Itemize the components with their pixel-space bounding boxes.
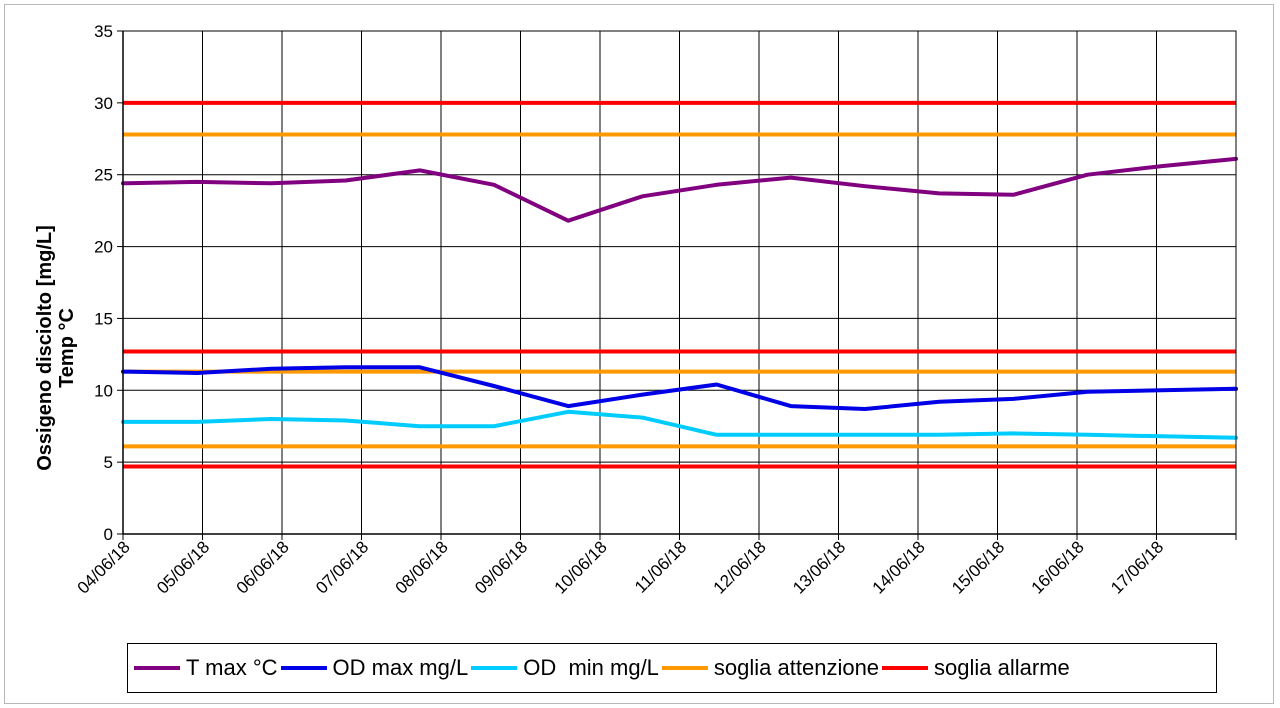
y-tick-label: 35 — [94, 22, 113, 41]
legend-label-soglia-attenzione: soglia attenzione — [713, 655, 880, 680]
x-tick-label: 11/06/18 — [631, 537, 690, 596]
x-tick-label: 07/06/18 — [312, 537, 372, 597]
legend: T max °C OD max mg/L OD min mg/L soglia … — [127, 643, 1217, 693]
legend-label-od-min: OD min mg/L — [523, 655, 659, 680]
x-tick-label: 15/06/18 — [948, 537, 1008, 597]
y-axis-label-line2: Temp °C — [56, 308, 78, 388]
legend-item-soglia-allarme: soglia allarme — [882, 655, 1070, 681]
legend-item-od-max: OD max mg/L — [280, 655, 469, 681]
y-tick-label: 25 — [94, 166, 113, 185]
y-tick-label: 10 — [94, 381, 113, 400]
threshold-lines — [123, 100, 1236, 469]
x-tick-label: 12/06/18 — [710, 537, 770, 597]
x-tick-label: 13/06/18 — [789, 537, 849, 597]
legend-label-soglia-allarme: soglia allarme — [934, 655, 1070, 680]
x-tick-labels: 04/06/18 05/06/18 06/06/18 07/06/18 08/06/18… — [74, 537, 1168, 597]
x-tick-label: 10/06/18 — [551, 537, 611, 597]
y-tick-labels: 0 5 10 15 20 25 30 35 — [94, 22, 113, 544]
axes — [117, 30, 1237, 540]
series-line-t-max-c — [121, 156, 1238, 223]
legend-label-od-max: OD max mg/L — [332, 655, 469, 680]
series-line-od-min-mg-l — [121, 409, 1238, 440]
legend-label-t-max: T max °C — [186, 655, 278, 680]
y-tick-label: 0 — [104, 525, 113, 544]
grid-lines — [123, 30, 1236, 534]
y-tick-label: 5 — [104, 453, 113, 472]
x-tick-label: 08/06/18 — [392, 537, 452, 597]
series-line-od-max-mg-l — [121, 365, 1238, 411]
legend-swatch-t-max — [134, 666, 180, 670]
series-lines — [121, 156, 1238, 440]
x-tick-label: 09/06/18 — [471, 537, 531, 597]
chart-frame — [4, 4, 1274, 704]
legend-swatch-soglia-allarme — [882, 666, 929, 670]
x-tick-label: 06/06/18 — [233, 537, 293, 597]
legend-swatch-od-max — [280, 666, 327, 670]
legend-item-od-min: OD min mg/L — [471, 655, 659, 681]
y-tick-label: 15 — [94, 309, 113, 328]
y-tick-label: 20 — [94, 238, 113, 257]
x-tick-label: 17/06/18 — [1107, 537, 1167, 597]
legend-item-t-max: T max °C — [134, 655, 278, 681]
legend-swatch-soglia-attenzione — [661, 666, 708, 670]
legend-swatch-od-min — [471, 666, 518, 670]
x-tick-label: 04/06/18 — [74, 537, 134, 597]
x-tick-label: 14/06/18 — [869, 537, 929, 597]
y-tick-label: 30 — [94, 94, 113, 113]
legend-item-soglia-attenzione: soglia attenzione — [661, 655, 880, 681]
x-tick-label: 16/06/18 — [1028, 537, 1088, 597]
y-axis-label-line1: Ossigeno disciolto [mg/L] — [34, 225, 56, 471]
x-tick-label: 05/06/18 — [153, 537, 213, 597]
